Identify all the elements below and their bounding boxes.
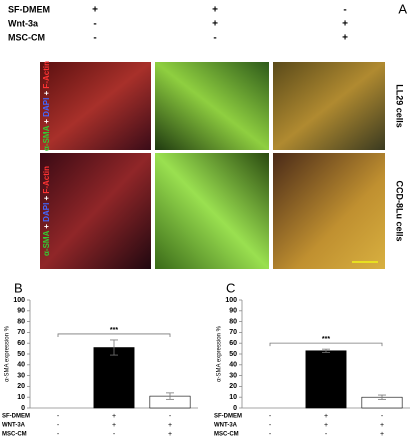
y-tick-label: 60 [17,340,25,347]
y-tick-label: 80 [229,318,237,325]
error-bar [378,394,386,400]
condition-label: SF-DMEM [8,4,50,14]
panel-label: B [14,280,23,295]
stain-part: + [42,222,51,231]
stain-part: DAPI [42,203,51,222]
condition-label: MSC-CM [2,432,27,438]
condition-label: MSC-CM [8,32,45,42]
condition-sign: + [380,422,384,429]
y-tick-label: 10 [229,394,237,401]
y-tick-label: 50 [229,351,237,358]
condition-sign: - [93,33,96,44]
error-bar [322,348,330,353]
stain-part: F-Actin [42,61,51,89]
condition-label: SF-DMEM [214,414,242,420]
row-label: CCD-8Lu cells [395,180,405,241]
condition-sign: - [113,431,116,438]
condition-sign: - [269,422,272,429]
condition-sign: + [112,413,116,420]
significance-label: *** [322,336,330,343]
y-tick-label: 0 [233,405,237,412]
micrograph [155,153,269,269]
significance-label: *** [110,327,118,334]
y-tick-label: 60 [229,340,237,347]
condition-label: WNT-3A [214,423,238,429]
panel-label: C [226,280,235,295]
stain-part: α-SMA [42,125,51,151]
condition-sign: + [380,431,384,438]
y-tick-label: 70 [17,329,25,336]
condition-sign: + [212,19,218,30]
condition-sign: - [343,5,346,16]
stain-part: + [42,89,51,98]
condition-label: MSC-CM [214,432,239,438]
y-axis-label: α-SMA expression % [5,325,11,381]
y-tick-label: 20 [229,383,237,390]
y-tick-label: 10 [17,394,25,401]
condition-sign: + [342,33,348,44]
condition-sign: + [92,5,98,16]
panel-label: A [398,1,407,16]
condition-sign: - [57,431,60,438]
y-tick-label: 100 [13,297,25,304]
condition-sign: - [57,422,60,429]
condition-sign: + [212,5,218,16]
condition-sign: + [168,422,172,429]
condition-label: SF-DMEM [2,414,30,420]
y-tick-label: 40 [229,362,237,369]
condition-sign: - [269,431,272,438]
error-bar [110,339,118,356]
micrograph [40,153,151,269]
condition-sign: + [324,422,328,429]
y-tick-label: 20 [17,383,25,390]
condition-label: Wnt-3a [8,18,39,28]
condition-sign: + [168,431,172,438]
micrograph [155,62,269,150]
bar [305,350,347,409]
micrograph [273,153,385,269]
y-tick-label: 30 [17,372,25,379]
condition-sign: - [213,33,216,44]
y-tick-label: 30 [229,372,237,379]
y-tick-label: 70 [229,329,237,336]
condition-label: WNT-3A [2,423,26,429]
y-tick-label: 80 [17,318,25,325]
y-tick-label: 100 [225,297,237,304]
condition-sign: - [269,413,272,420]
stain-part: + [42,117,51,126]
stain-label: α-SMA + DAPI + F-Actin [42,166,51,256]
stain-label: α-SMA + DAPI + F-Actin [42,61,51,151]
error-bar [166,392,174,400]
micrograph [40,62,151,150]
micrograph [273,62,385,150]
significance-bracket [57,333,171,337]
bar [93,347,135,409]
condition-sign: - [57,413,60,420]
y-tick-label: 0 [21,405,25,412]
condition-sign: + [324,413,328,420]
y-tick-label: 50 [17,351,25,358]
condition-sign: - [93,19,96,30]
condition-sign: - [169,413,172,420]
y-tick-label: 90 [229,308,237,315]
condition-sign: - [381,413,384,420]
stain-part: α-SMA [42,230,51,256]
stain-part: DAPI [42,98,51,117]
row-label: LL29 cells [395,84,405,128]
y-tick-label: 90 [17,308,25,315]
condition-sign: + [342,19,348,30]
condition-sign: - [325,431,328,438]
stain-part: F-Actin [42,166,51,194]
y-axis-label: α-SMA expression % [217,325,223,381]
condition-sign: + [112,422,116,429]
significance-bracket [269,342,383,347]
y-tick-label: 40 [17,362,25,369]
stain-part: + [42,194,51,203]
micrographs [40,62,385,269]
